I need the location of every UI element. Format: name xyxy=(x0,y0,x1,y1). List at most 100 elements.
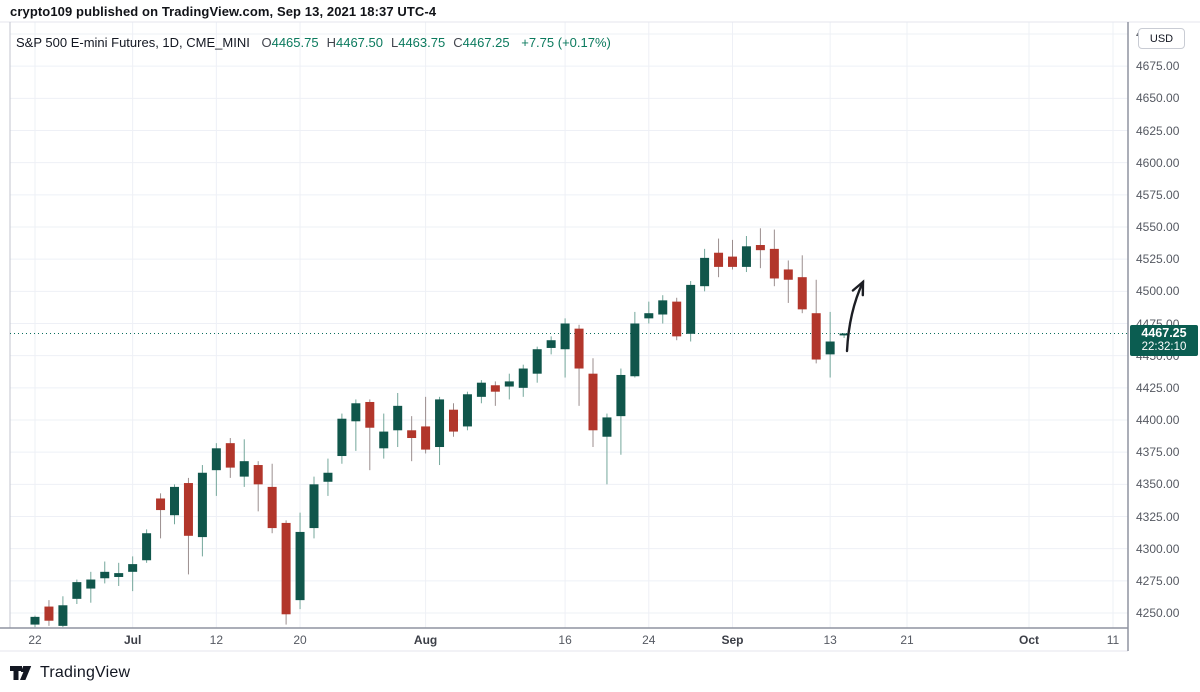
time-axis-label: 20 xyxy=(293,633,307,647)
candle-body xyxy=(225,443,235,468)
ohlc-segment: C4467.25 xyxy=(453,35,509,50)
price-axis-label: 4675.00 xyxy=(1136,59,1180,74)
candle-body xyxy=(755,245,765,251)
time-axis-label: Aug xyxy=(413,633,438,647)
footer: TradingView xyxy=(10,664,130,682)
ohlc-letter: C xyxy=(453,35,463,50)
candle-body xyxy=(393,405,403,431)
time-axis-label: 16 xyxy=(558,633,572,647)
price-axis-label: 4600.00 xyxy=(1136,155,1180,170)
candle-body xyxy=(658,300,668,315)
candle-body xyxy=(114,573,124,577)
chart-panel: S&P 500 E-mini Futures, 1D, CME_MINI O44… xyxy=(0,21,1200,652)
last-price: 4467.25 xyxy=(1141,326,1187,341)
candle-body xyxy=(295,531,305,601)
candle-body xyxy=(783,269,793,280)
candle-body xyxy=(518,368,528,388)
candle-body xyxy=(183,483,193,536)
candle-body xyxy=(476,382,486,397)
candle-body xyxy=(239,461,249,477)
symbol-legend: S&P 500 E-mini Futures, 1D, CME_MINI O44… xyxy=(16,35,611,50)
ohlc-letter: H xyxy=(326,35,336,50)
tradingview-logo[interactable] xyxy=(10,665,32,681)
ohlc-segment: O4465.75 xyxy=(261,35,318,50)
candle-body xyxy=(811,313,821,360)
candle-body xyxy=(825,341,835,355)
price-axis-label: 4425.00 xyxy=(1136,380,1180,395)
price-axis-label: 4250.00 xyxy=(1136,606,1180,620)
time-axis-label: 21 xyxy=(900,633,914,647)
time-axis-label: 11 xyxy=(1106,633,1120,647)
candle-body xyxy=(128,564,138,572)
candle-body xyxy=(365,401,375,428)
ohlc-letter: O xyxy=(261,35,272,50)
ohlc-value: 4463.75 xyxy=(398,35,446,50)
candle-body xyxy=(490,385,500,392)
candle-body xyxy=(72,582,82,599)
candle-body xyxy=(351,403,361,422)
candle-body xyxy=(309,484,319,529)
candle-body xyxy=(156,498,166,511)
ohlc-letter: L xyxy=(390,35,399,50)
change-value: +7.75 (+0.17%) xyxy=(521,35,611,50)
candle-body xyxy=(407,430,417,439)
arrow-head xyxy=(851,279,865,297)
candle-body xyxy=(44,606,54,621)
candle-body xyxy=(839,333,849,336)
candle-body xyxy=(672,301,682,337)
candle-body xyxy=(644,313,654,319)
price-axis-label: 4550.00 xyxy=(1136,220,1180,234)
candle-body xyxy=(449,409,458,432)
price-axis-label: 4525.00 xyxy=(1136,252,1180,267)
candle-body xyxy=(323,472,333,482)
ohlc-segment: H4467.50 xyxy=(327,35,383,50)
price-axis-label: 4275.00 xyxy=(1136,573,1180,588)
time-axis-label: Oct xyxy=(1018,633,1040,647)
publication-header: crypto109 published on TradingView.com, … xyxy=(10,4,437,19)
price-axis-label: 4300.00 xyxy=(1136,541,1180,556)
ohlc-values: O4465.75 H4467.50 L4463.75 C4467.25 xyxy=(253,35,509,50)
last-price-tag: 4467.25 22:32:10 xyxy=(1130,325,1198,357)
time-axis-label: 22 xyxy=(28,633,42,647)
candle-body xyxy=(462,394,472,427)
candle-body xyxy=(379,431,389,449)
candle-body xyxy=(337,418,347,457)
candle-body xyxy=(741,246,751,267)
candle-body xyxy=(211,448,221,471)
arrow-annotation[interactable] xyxy=(845,280,865,353)
candle-body xyxy=(435,399,445,448)
candle-body xyxy=(714,252,724,267)
ohlc-value: 4467.25 xyxy=(462,35,510,50)
candle-body xyxy=(100,571,110,579)
ohlc-value: 4467.50 xyxy=(335,35,383,50)
time-axis-label: Jul xyxy=(123,633,142,647)
price-axis-label: 4325.00 xyxy=(1136,509,1180,524)
candle-body xyxy=(30,616,40,625)
candle-body xyxy=(170,486,179,516)
candle-body xyxy=(769,248,779,279)
candle-body xyxy=(602,417,612,437)
candle-body xyxy=(797,277,807,310)
symbol-title: S&P 500 E-mini Futures, 1D, CME_MINI xyxy=(16,35,250,50)
time-axis-label: Sep xyxy=(721,633,744,647)
bar-countdown: 22:32:10 xyxy=(1141,341,1187,354)
candle-body xyxy=(686,284,696,334)
candle-body xyxy=(546,340,556,348)
price-axis-label: 4350.00 xyxy=(1136,477,1180,492)
candle-body xyxy=(197,472,207,538)
candle-body xyxy=(560,323,570,350)
candle-body xyxy=(267,486,277,529)
brand-name[interactable]: TradingView xyxy=(40,664,131,681)
candle-body xyxy=(142,533,152,561)
candle-body xyxy=(574,328,584,369)
price-axis-label: 4400.00 xyxy=(1136,413,1180,427)
currency-button[interactable]: USD xyxy=(1138,28,1185,49)
candle-body xyxy=(532,349,542,374)
candle-body xyxy=(630,323,640,377)
candle-body xyxy=(504,381,514,387)
candle-body xyxy=(616,374,626,417)
candle-body xyxy=(253,465,263,485)
time-axis-label: 13 xyxy=(823,633,837,647)
